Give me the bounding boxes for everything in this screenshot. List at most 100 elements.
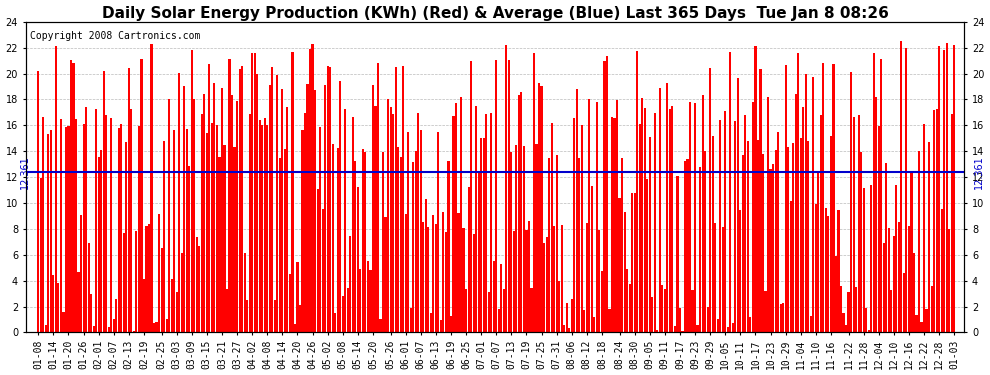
Bar (908, 226, 910, 332)
Bar (72, 63, 74, 332)
Bar (234, 147, 236, 332)
Bar (545, 237, 547, 332)
Bar (684, 161, 686, 332)
Bar (150, 44, 152, 332)
Bar (103, 72, 105, 332)
Bar (412, 162, 414, 332)
Bar (576, 89, 578, 332)
Bar (284, 148, 286, 332)
Bar (400, 157, 402, 332)
Bar (603, 60, 606, 332)
Bar (349, 236, 351, 332)
Bar (430, 314, 432, 332)
Bar (598, 230, 601, 332)
Bar (548, 159, 550, 332)
Bar (256, 74, 258, 332)
Bar (777, 132, 779, 332)
Bar (555, 155, 557, 332)
Bar (301, 130, 304, 332)
Bar (268, 85, 271, 332)
Bar (110, 118, 112, 332)
Bar (674, 326, 676, 332)
Bar (211, 123, 213, 332)
Bar (906, 48, 908, 332)
Bar (128, 68, 130, 332)
Bar (663, 289, 666, 332)
Bar (100, 150, 102, 332)
Bar (54, 46, 57, 332)
Bar (271, 67, 273, 332)
Text: 12.361: 12.361 (974, 156, 984, 189)
Bar (691, 290, 694, 332)
Bar (425, 199, 427, 332)
Bar (123, 233, 125, 332)
Bar (138, 126, 140, 332)
Bar (281, 89, 283, 332)
Bar (637, 51, 639, 332)
Bar (438, 132, 440, 332)
Bar (550, 123, 552, 332)
Bar (795, 94, 797, 332)
Bar (601, 272, 603, 332)
Bar (541, 86, 543, 332)
Bar (828, 216, 830, 332)
Bar (226, 288, 228, 332)
Bar (126, 142, 128, 332)
Bar (531, 288, 533, 332)
Bar (244, 253, 246, 332)
Bar (787, 147, 789, 332)
Bar (90, 294, 92, 332)
Bar (467, 188, 469, 332)
Bar (740, 210, 742, 332)
Bar (651, 297, 653, 332)
Bar (596, 102, 598, 332)
Bar (364, 152, 366, 332)
Bar (447, 161, 449, 332)
Bar (697, 325, 699, 332)
Bar (480, 138, 482, 332)
Bar (422, 222, 425, 332)
Bar (865, 308, 867, 332)
Bar (379, 319, 381, 332)
Bar (790, 201, 792, 332)
Bar (782, 303, 784, 332)
Bar (779, 304, 782, 332)
Bar (384, 217, 387, 332)
Bar (807, 141, 810, 332)
Bar (724, 111, 727, 332)
Bar (586, 223, 588, 332)
Bar (642, 98, 644, 332)
Bar (727, 327, 729, 332)
Bar (266, 125, 268, 332)
Bar (239, 69, 241, 332)
Bar (279, 158, 281, 332)
Bar (247, 300, 248, 332)
Bar (115, 299, 118, 332)
Bar (289, 274, 291, 332)
Bar (671, 106, 673, 332)
Bar (296, 262, 299, 332)
Bar (59, 120, 62, 332)
Bar (374, 106, 376, 332)
Bar (62, 312, 64, 332)
Bar (495, 60, 497, 332)
Bar (513, 231, 515, 332)
Bar (498, 309, 500, 332)
Bar (475, 106, 477, 332)
Bar (214, 83, 216, 332)
Bar (923, 124, 925, 332)
Text: 12.361: 12.361 (20, 156, 30, 189)
Bar (835, 256, 837, 332)
Bar (449, 316, 452, 332)
Bar (898, 222, 900, 332)
Bar (163, 141, 165, 332)
Bar (294, 324, 296, 332)
Bar (681, 331, 683, 332)
Bar (521, 92, 523, 332)
Bar (759, 69, 761, 332)
Bar (131, 108, 133, 332)
Bar (472, 234, 474, 332)
Bar (558, 281, 560, 332)
Bar (634, 194, 636, 332)
Bar (800, 138, 802, 332)
